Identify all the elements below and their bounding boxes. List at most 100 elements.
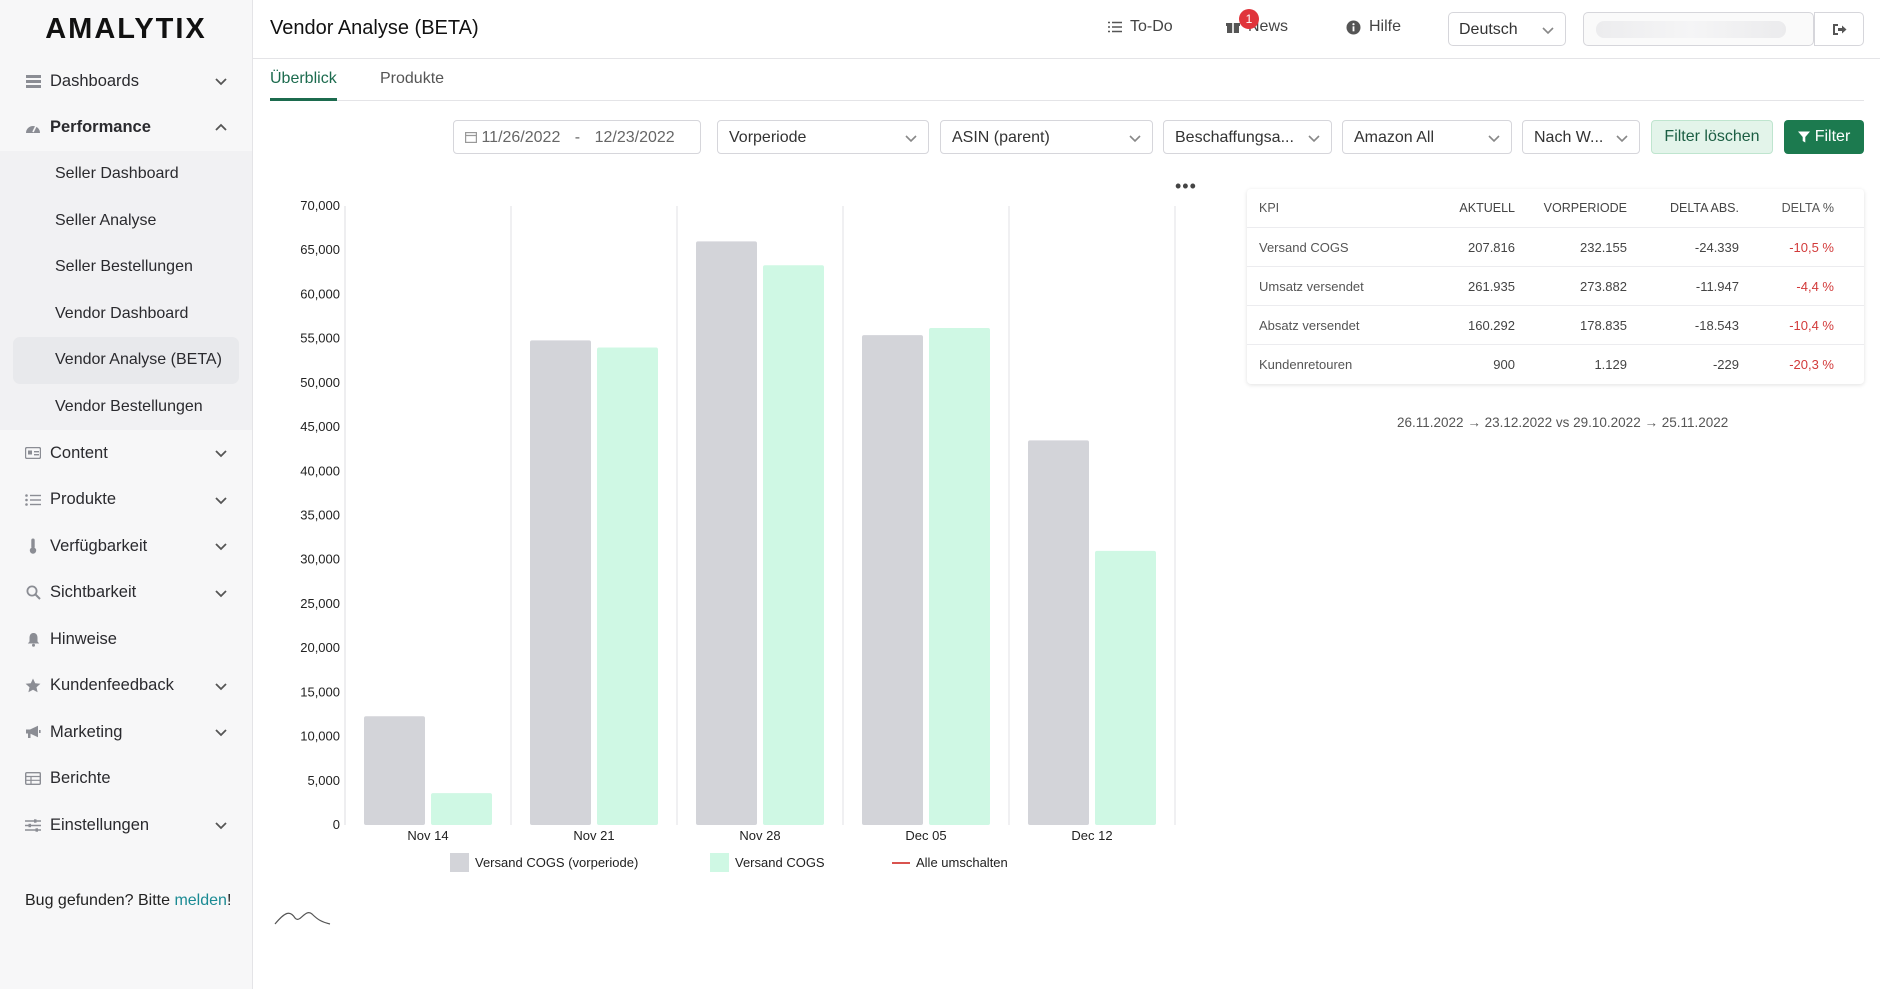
period-comparison-text: 26.11.2022 → 23.12.2022 vs 29.10.2022 → … [1397,415,1729,430]
y-tick-label: 60,000 [300,286,340,301]
x-tick-label: Nov 14 [407,828,448,843]
y-tick-label: 45,000 [300,419,340,434]
sidebar-subitem-vendor-bestellungen[interactable]: Vendor Bestellungen [55,397,203,415]
date-range-picker[interactable]: 11/26/2022 - 12/23/2022 [453,120,701,154]
chart-container: 70,000 65,000 60,000 55,000 50,000 45,000 40,0… [270,170,1210,930]
compare-value: Vorperiode [729,129,807,146]
news-badge: 1 [1239,9,1259,29]
chevron-down-icon [1308,135,1320,143]
user-account-field[interactable] [1583,12,1814,46]
tab-ueberblick[interactable]: Überblick [270,70,337,101]
chevron-down-icon [215,729,227,737]
table-row: Umsatz versendet 261.935 273.882 -11.947… [1247,267,1864,306]
procurement-value: Beschaffungsa... [1175,129,1294,146]
table-row: Kundenretouren 900 1.129 -229 -20,3 % [1247,345,1864,384]
kpi-delta-abs: -18.543 [1694,317,1739,333]
bug-report-link[interactable]: melden [174,892,227,909]
sidebar-item-kundenfeedback[interactable]: Kundenfeedback [0,663,252,710]
bell-icon [25,631,41,647]
sidebar-item-dashboards[interactable]: Dashboards [0,58,252,105]
y-tick-label: 55,000 [300,331,340,346]
chevron-down-icon [215,590,227,598]
chevron-down-icon [215,822,227,830]
compare-select[interactable]: Vorperiode [717,120,929,154]
star-icon [25,678,41,694]
kpi-name: Umsatz versendet [1259,278,1364,294]
chart-menu-button[interactable]: ••• [1175,176,1197,196]
y-tick-label: 30,000 [300,552,340,567]
asin-value: ASIN (parent) [952,129,1050,146]
sidebar-subitem-seller-bestellungen[interactable]: Seller Bestellungen [55,258,193,276]
grouping-select[interactable]: Nach W... [1522,120,1640,154]
sidebar-item-einstellungen[interactable]: Einstellungen [0,802,252,849]
bar-current [763,265,824,825]
sidebar-item-label: Content [50,443,108,462]
table-row: Absatz versendet 160.292 178.835 -18.543… [1247,306,1864,345]
column-header-delta-pct: DELTA % [1781,201,1834,215]
sidebar-item-marketing[interactable]: Marketing [0,709,252,756]
kpi-delta-abs: -229 [1712,357,1739,372]
bar-previous [862,335,923,825]
kpi-delta-pct: -10,4 % [1789,317,1834,333]
logout-button[interactable] [1814,12,1864,46]
sidebar-item-label: Verfügbarkeit [50,536,148,555]
sidebar-item-hinweise[interactable]: Hinweise [0,616,252,663]
chevron-down-icon [215,450,227,458]
sidebar-item-label: Dashboards [50,71,139,90]
logo[interactable]: AMALYTIX [45,12,207,45]
legend-toggle-all[interactable]: Alle umschalten [916,855,1008,870]
sidebar-subitem-vendor-analyse[interactable]: Vendor Analyse (BETA) [13,337,239,384]
kpi-previous: 1.129 [1594,357,1627,372]
legend-label: Versand COGS (vorperiode) [475,855,638,870]
kpi-name: Absatz versendet [1259,317,1360,333]
bar-previous [530,340,591,825]
sidebar-item-content[interactable]: Content [0,430,252,477]
sidebar-item-verfuegbarkeit[interactable]: Verfügbarkeit [0,523,252,570]
checklist-icon [1108,21,1122,33]
sidebar-item-label: Marketing [50,722,123,741]
page-title: Vendor Analyse (BETA) [270,17,479,39]
todo-link[interactable]: To-Do [1108,18,1173,36]
marketplace-select[interactable]: Amazon All [1342,120,1512,154]
asin-select[interactable]: ASIN (parent) [940,120,1153,154]
date-from: 11/26/2022 [481,129,561,146]
dashboard-icon [25,73,41,89]
sidebar-subitem-vendor-dashboard[interactable]: Vendor Dashboard [55,304,189,322]
procurement-select[interactable]: Beschaffungsa... [1163,120,1332,154]
calendar-icon [465,132,478,144]
y-tick-label: 70,000 [300,198,340,213]
filter-button-label: Filter [1814,128,1851,145]
chevron-down-icon [215,78,227,86]
y-tick-label: 65,000 [300,242,340,257]
column-header-kpi: KPI [1259,201,1280,215]
y-tick-label: 35,000 [300,508,340,523]
y-tick-label: 40,000 [300,463,340,478]
sidebar-item-berichte[interactable]: Berichte [0,756,252,803]
clear-filters-button[interactable]: Filter löschen [1651,120,1773,154]
gift-icon [1226,23,1240,33]
filter-button[interactable]: Filter [1784,120,1864,154]
sidebar-subitem-seller-dashboard[interactable]: Seller Dashboard [55,165,179,183]
kpi-current: 160.292 [1468,317,1515,333]
help-link[interactable]: Hilfe [1346,18,1401,36]
x-tick-label: Dec 12 [1071,828,1112,843]
kpi-name: Kundenretouren [1259,357,1353,372]
tab-produkte[interactable]: Produkte [380,70,445,87]
kpi-table-header: KPI AKTUELL VORPERIODE DELTA ABS. DELTA … [1247,189,1864,228]
sidebar-item-produkte[interactable]: Produkte [0,477,252,524]
language-select[interactable]: Deutsch [1448,12,1566,46]
y-tick-label: 0 [333,817,340,832]
chevron-down-icon [215,497,227,505]
column-header-delta-abs: DELTA ABS. [1669,201,1739,215]
bar-current [929,328,990,825]
kpi-previous: 178.835 [1580,317,1627,333]
bar-current [431,793,492,825]
sidebar-item-sichtbarkeit[interactable]: Sichtbarkeit [0,570,252,617]
kpi-table: KPI AKTUELL VORPERIODE DELTA ABS. DELTA … [1247,189,1864,384]
kpi-delta-abs: -24.339 [1694,239,1739,255]
grouping-value: Nach W... [1534,129,1604,146]
sidebar-item-performance[interactable]: Performance [0,105,252,152]
chevron-down-icon [1616,135,1628,143]
bar-previous [364,716,425,825]
sidebar-subitem-seller-analyse[interactable]: Seller Analyse [55,211,157,229]
